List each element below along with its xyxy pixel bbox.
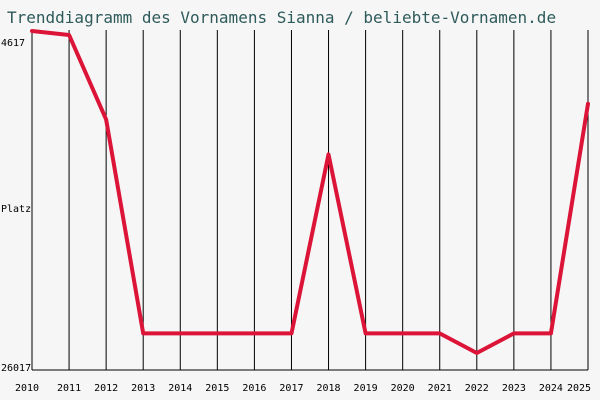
- data-point-2015: [216, 332, 218, 334]
- data-point-2025: [587, 103, 589, 105]
- data-point-2018: [328, 153, 330, 155]
- x-tick-2024: 2024: [539, 383, 563, 394]
- x-tick-2015: 2015: [205, 383, 229, 394]
- x-tick-2021: 2021: [428, 383, 452, 394]
- x-tick-2012: 2012: [94, 383, 118, 394]
- x-tick-2013: 2013: [131, 383, 155, 394]
- data-point-2017: [290, 332, 292, 334]
- data-point-2014: [179, 332, 181, 334]
- x-tick-2014: 2014: [168, 383, 192, 394]
- x-tick-2011: 2011: [57, 383, 81, 394]
- x-tick-2010: 2010: [15, 383, 39, 394]
- chart-title: Trenddiagramm des Vornamens Sianna / bel…: [7, 8, 556, 27]
- grid-lines: [31, 30, 589, 370]
- x-tick-2019: 2019: [354, 383, 378, 394]
- data-point-2013: [142, 332, 144, 334]
- data-point-2022: [476, 352, 478, 354]
- series-group: [30, 29, 590, 355]
- data-point-2021: [439, 332, 441, 334]
- data-point-2012: [105, 118, 107, 120]
- x-tick-2023: 2023: [502, 383, 526, 394]
- data-point-2011: [68, 34, 70, 36]
- y-tick-bottom: 26017: [1, 363, 31, 374]
- x-tick-labels: 2010 2011 2012 2013 2014 2015 2016 2017 2018 2019…: [15, 383, 591, 394]
- x-tick-2025: 2025: [567, 383, 591, 394]
- y-tick-top: 4617: [1, 38, 25, 49]
- data-point-2019: [365, 332, 367, 334]
- x-tick-2022: 2022: [465, 383, 489, 394]
- x-tick-2016: 2016: [242, 383, 266, 394]
- data-point-2020: [402, 332, 404, 334]
- x-tick-2018: 2018: [316, 383, 340, 394]
- data-point-2016: [253, 332, 255, 334]
- series-line-0: [30, 29, 590, 355]
- data-point-2010: [31, 30, 33, 32]
- data-point-2024: [550, 332, 552, 334]
- axes: [31, 30, 588, 371]
- x-tick-2017: 2017: [279, 383, 303, 394]
- y-axis-label: Platz: [1, 204, 31, 215]
- x-tick-2020: 2020: [391, 383, 415, 394]
- data-point-2023: [513, 332, 515, 334]
